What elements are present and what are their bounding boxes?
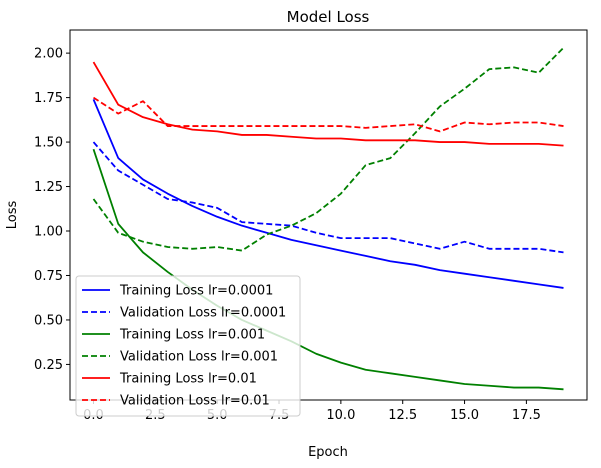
chart-title: Model Loss: [287, 8, 370, 26]
x-tick-label: 12.5: [388, 408, 417, 423]
y-axis: 0.25 0.50 0.75 1.00 1.25 1.50 1.75 2.00: [34, 47, 70, 373]
legend-label-1: Validation Loss lr=0.0001: [120, 306, 286, 321]
y-tick-label: 2.00: [34, 47, 63, 62]
series-line-2: [92, 148, 564, 391]
x-tick-label: 17.5: [512, 408, 541, 423]
series-line-3: [92, 47, 565, 252]
x-tick-label: 15.0: [450, 408, 479, 423]
x-tick-label: 10.0: [326, 408, 355, 423]
y-tick-label: 1.00: [34, 225, 63, 240]
legend-box: [75, 275, 301, 417]
legend-label-5: Validation Loss lr=0.01: [120, 394, 270, 409]
series-line-0: [92, 99, 564, 289]
legend: Training Loss lr=0.0001 Validation Loss l…: [75, 275, 301, 417]
series-line-4: [92, 61, 564, 147]
y-tick-label: 0.25: [34, 358, 63, 373]
series-line-5: [93, 96, 564, 133]
plot-area: [92, 47, 565, 391]
y-tick-label: 0.75: [34, 269, 63, 284]
axes-frame: [69, 29, 588, 401]
y-tick-label: 1.75: [34, 91, 63, 106]
legend-label-4: Training Loss lr=0.01: [119, 372, 257, 387]
x-axis-label: Epoch: [308, 445, 348, 460]
legend-label-3: Validation Loss lr=0.001: [120, 350, 278, 365]
series-line-1: [92, 141, 564, 254]
x-axis: 0.02.55.07.510.012.515.017.5: [83, 400, 541, 423]
y-tick-label: 1.50: [34, 136, 63, 151]
legend-label-2: Training Loss lr=0.001: [119, 328, 265, 343]
y-axis-label: Loss: [5, 201, 20, 230]
y-tick-label: 1.25: [34, 180, 63, 195]
y-tick-label: 0.50: [34, 313, 63, 328]
legend-label-0: Training Loss lr=0.0001: [119, 284, 273, 299]
